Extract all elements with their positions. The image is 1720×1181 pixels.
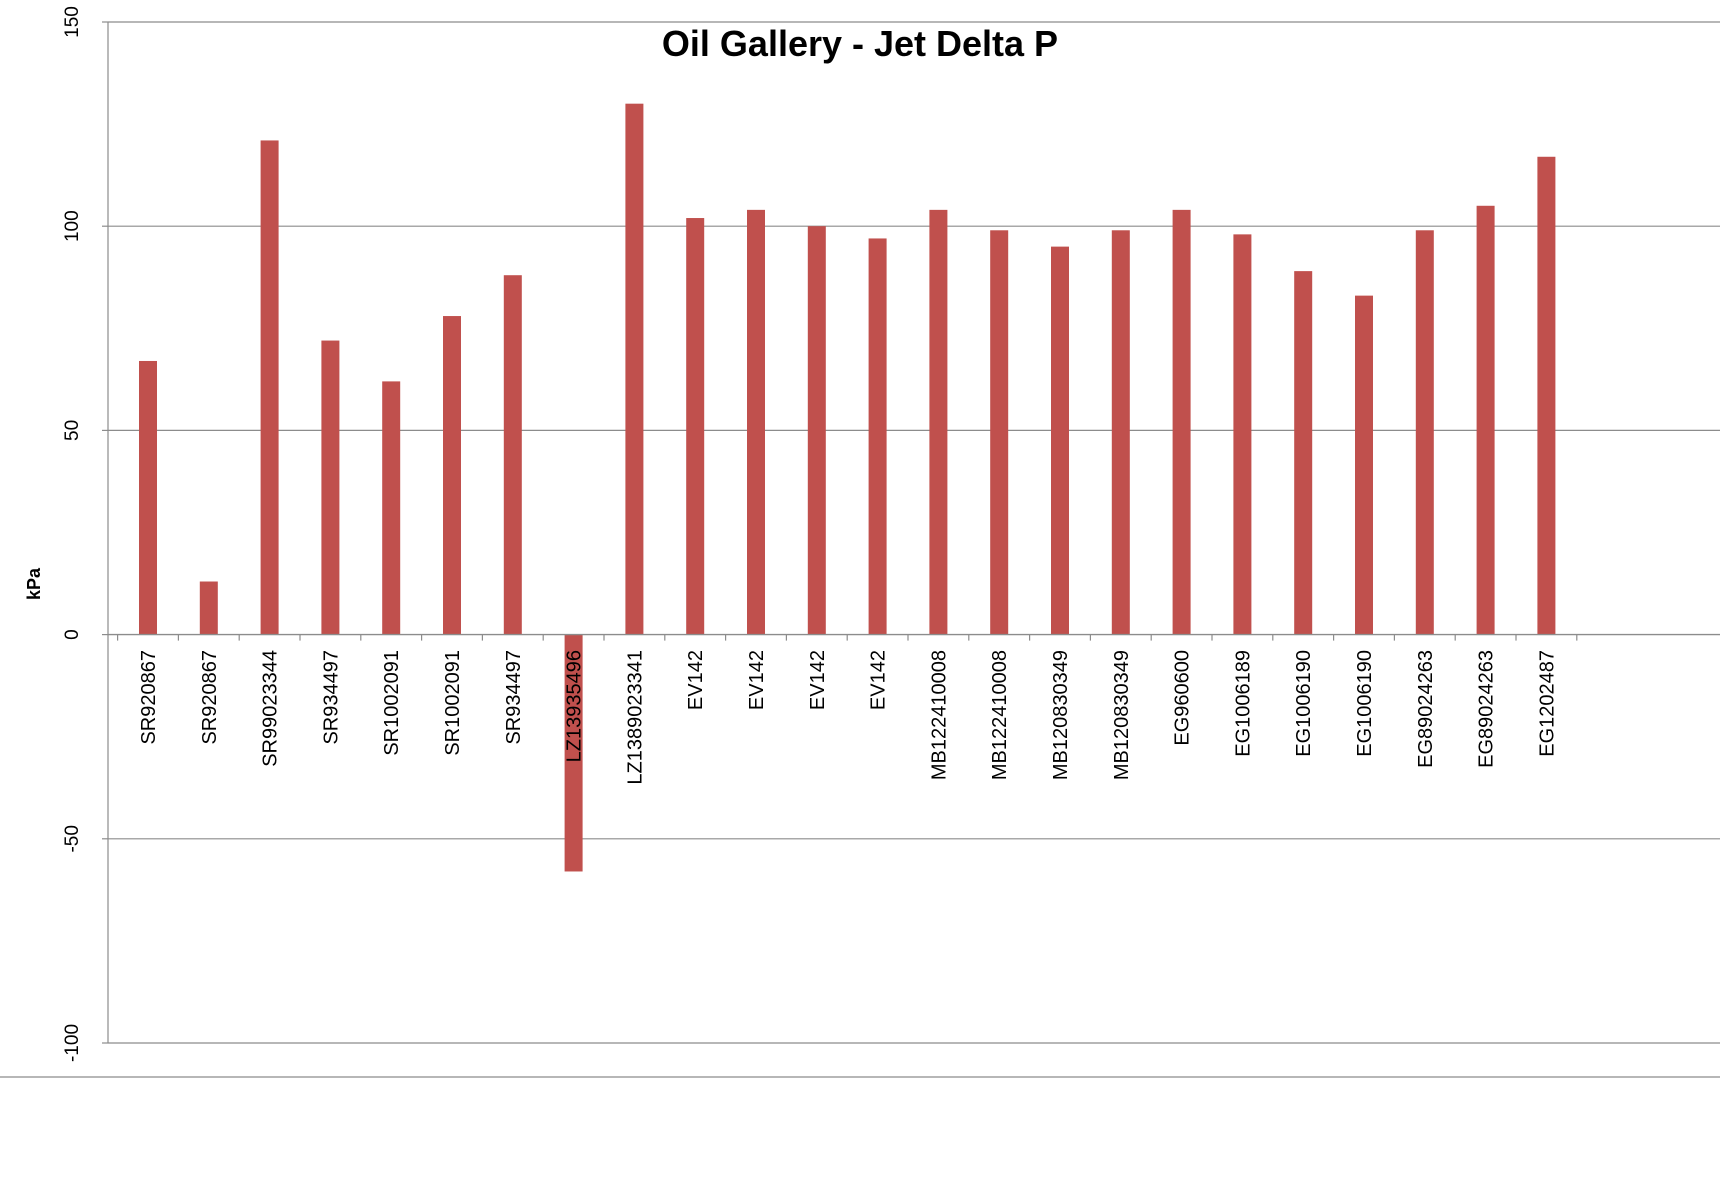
grid-lines	[108, 21, 1720, 1044]
bar	[686, 218, 705, 635]
y-axis-title: kPa	[24, 567, 44, 600]
category-label: SR1002091	[381, 650, 403, 756]
bar	[1111, 230, 1130, 635]
y-tick-label: -50	[62, 825, 83, 852]
bar	[564, 634, 583, 872]
bars	[139, 103, 1556, 872]
category-label: EG1006190	[1293, 650, 1315, 757]
y-tick-label: 0	[62, 629, 83, 640]
category-label: EG1202487	[1536, 650, 1558, 757]
category-label: EG1006189	[1232, 650, 1254, 757]
category-label: SR1002091	[442, 650, 464, 756]
axes	[0, 21, 1720, 1078]
category-label: MB120830349	[1050, 650, 1072, 780]
bar	[625, 103, 644, 635]
category-label: MB120830349	[1111, 650, 1133, 780]
bar	[807, 226, 826, 635]
bar	[1294, 271, 1313, 635]
bar	[1051, 246, 1069, 635]
category-label: LZ1389023341	[624, 650, 646, 785]
category-label: SR934497	[503, 650, 525, 745]
bar	[1476, 205, 1495, 635]
category-label: EG89024263	[1415, 650, 1437, 768]
category-label: SR920867	[138, 650, 160, 745]
category-label: EV142	[685, 650, 707, 710]
y-tick-labels: -100 -50 0 50 100 150	[62, 6, 83, 1062]
bar	[1415, 230, 1434, 635]
bar	[1172, 209, 1191, 635]
category-label: MB122410008	[989, 650, 1011, 780]
chart-title: Oil Gallery - Jet Delta P	[662, 23, 1058, 64]
bar	[199, 581, 218, 635]
y-tick-label: 150	[62, 6, 83, 38]
category-label: EV142	[807, 650, 829, 710]
bar	[139, 360, 157, 635]
category-label: EV142	[868, 650, 890, 710]
category-label: SR99023344	[260, 650, 282, 767]
bar	[990, 230, 1009, 635]
bar	[1233, 234, 1252, 635]
bar	[260, 140, 279, 635]
category-label: EV142	[746, 650, 768, 710]
bar	[321, 340, 340, 635]
category-label: MB122410008	[928, 650, 950, 780]
y-tick-label: 100	[62, 210, 83, 242]
bar	[1355, 295, 1373, 635]
category-label: EG960600	[1172, 650, 1194, 746]
bar	[443, 316, 461, 635]
category-label: SR934497	[320, 650, 342, 745]
bar	[382, 381, 401, 635]
bar	[503, 275, 522, 635]
y-tick-label: -100	[62, 1024, 83, 1062]
bar	[868, 238, 887, 635]
category-label: EG89024263	[1476, 650, 1498, 768]
category-labels: SR920867 SR920867 SR99023344 SR934497 SR1002…	[138, 650, 1558, 785]
bar	[929, 209, 948, 635]
category-label: LZ13935496	[564, 650, 586, 762]
category-label: EG1006190	[1354, 650, 1376, 757]
category-label: SR920867	[199, 650, 221, 745]
y-tick-label: 50	[62, 420, 83, 441]
bar	[1537, 156, 1556, 635]
bar	[747, 209, 765, 635]
